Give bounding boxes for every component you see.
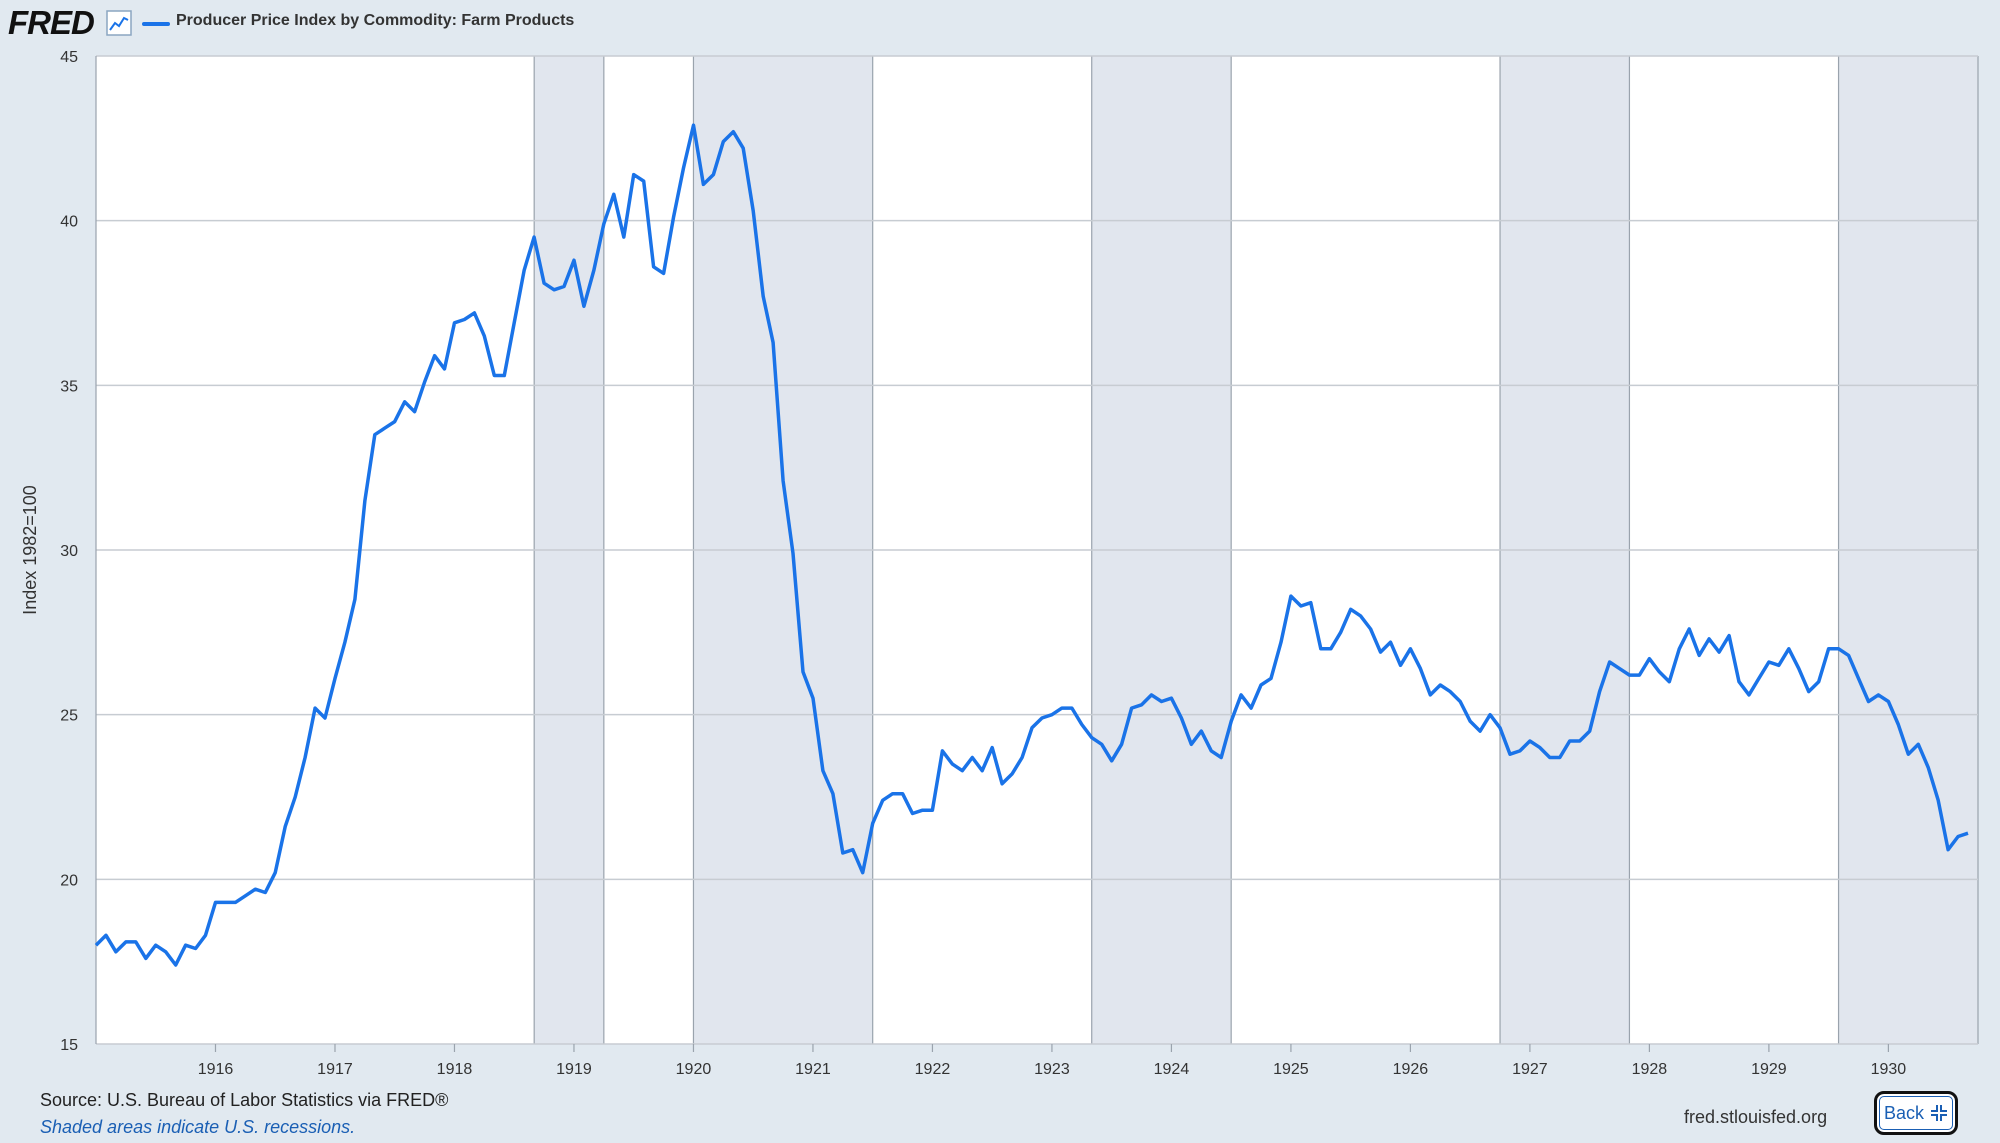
x-tick-label: 1923 — [1034, 1061, 1070, 1078]
y-gridlines — [95, 55, 1978, 1045]
y-tick-label: 45 — [60, 49, 78, 66]
recession-note: Shaded areas indicate U.S. recessions. — [40, 1117, 356, 1137]
y-tick-labels: 15 20 25 30 35 40 45 — [60, 49, 78, 1054]
x-tick-label: 1930 — [1871, 1061, 1907, 1078]
x-tick-label: 1926 — [1393, 1061, 1429, 1078]
series-line-0 — [94, 123, 1969, 967]
x-tick-label: 1917 — [317, 1061, 353, 1078]
x-tick-label: 1921 — [795, 1061, 831, 1078]
site-url[interactable]: fred.stlouisfed.org — [1684, 1107, 1828, 1127]
x-tick-label: 1922 — [915, 1061, 951, 1078]
legend-swatch — [142, 22, 170, 26]
x-tick-labels: 1916 1917 1918 1919 1920 1921 1922 1923 1924 1925… — [198, 1044, 1907, 1078]
x-tick-label: 1925 — [1273, 1061, 1309, 1078]
series-layer — [94, 123, 1969, 967]
y-tick-label: 15 — [60, 1037, 78, 1054]
x-tick-label: 1920 — [676, 1061, 712, 1078]
y-tick-label: 40 — [60, 214, 78, 231]
y-tick-label: 35 — [60, 378, 78, 395]
x-tick-label: 1916 — [198, 1061, 234, 1078]
fred-logo[interactable]: FRED — [8, 4, 95, 41]
back-button[interactable]: Back — [1874, 1091, 1958, 1135]
x-tick-label: 1919 — [556, 1061, 592, 1078]
x-tick-label: 1928 — [1632, 1061, 1668, 1078]
line-chart-icon — [106, 10, 132, 36]
y-tick-label: 25 — [60, 708, 78, 725]
collapse-icon — [1931, 1105, 1948, 1121]
x-tick-label: 1927 — [1512, 1061, 1548, 1078]
x-tick-label: 1929 — [1751, 1061, 1787, 1078]
y-axis-title: Index 1982=100 — [20, 485, 40, 615]
source-text: Source: U.S. Bureau of Labor Statistics … — [40, 1090, 449, 1110]
legend-series-label: Producer Price Index by Commodity: Farm … — [176, 12, 575, 29]
y-tick-label: 20 — [60, 872, 78, 889]
chart-header: FRED Producer Price Index by Commodity: … — [0, 0, 2000, 46]
x-tick-label: 1918 — [437, 1061, 473, 1078]
x-tick-label: 1924 — [1154, 1061, 1190, 1078]
y-tick-label: 30 — [60, 543, 78, 560]
back-button-label: Back — [1883, 1102, 1925, 1123]
